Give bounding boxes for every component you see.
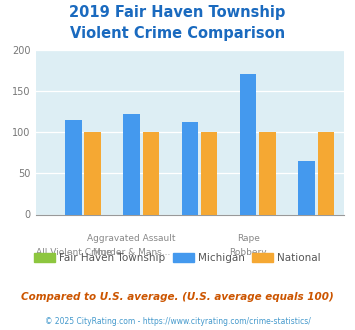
Text: Aggravated Assault: Aggravated Assault [87,234,176,243]
Bar [65,120,82,214]
Bar [182,122,198,214]
Text: Murder & Mans...: Murder & Mans... [93,248,170,257]
Bar [124,114,140,214]
Bar [84,132,101,214]
Bar [317,132,334,214]
Text: Rape: Rape [237,234,260,243]
Legend: Fair Haven Township, Michigan, National: Fair Haven Township, Michigan, National [30,249,325,267]
Text: 2019 Fair Haven Township: 2019 Fair Haven Township [69,5,286,20]
Bar [259,132,275,214]
Bar [240,74,256,215]
Bar [298,161,315,214]
Text: Robbery: Robbery [229,248,267,257]
Bar [201,132,217,214]
Text: Compared to U.S. average. (U.S. average equals 100): Compared to U.S. average. (U.S. average … [21,292,334,302]
Bar [143,132,159,214]
Text: All Violent Crime: All Violent Crime [36,248,111,257]
Text: © 2025 CityRating.com - https://www.cityrating.com/crime-statistics/: © 2025 CityRating.com - https://www.city… [45,317,310,326]
Text: Violent Crime Comparison: Violent Crime Comparison [70,26,285,41]
